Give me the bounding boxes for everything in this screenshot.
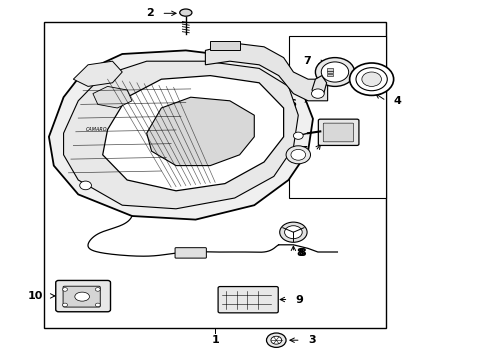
Text: 6: 6 [287,99,295,109]
Text: 10: 10 [28,291,43,301]
Polygon shape [146,97,254,166]
Circle shape [315,58,354,86]
FancyBboxPatch shape [318,119,358,145]
Circle shape [361,72,381,86]
Text: 1: 1 [211,335,219,345]
Polygon shape [93,86,132,108]
Ellipse shape [180,9,192,16]
Text: 8: 8 [296,248,304,258]
FancyBboxPatch shape [323,123,353,142]
Circle shape [62,288,67,291]
FancyBboxPatch shape [175,248,206,258]
Circle shape [285,146,310,164]
Circle shape [311,89,324,98]
Circle shape [279,222,306,242]
Polygon shape [73,61,122,86]
Ellipse shape [75,292,89,301]
Bar [326,68,332,71]
Polygon shape [63,61,298,209]
Circle shape [95,303,100,307]
Circle shape [80,181,91,190]
Text: 2: 2 [146,8,154,18]
Text: 3: 3 [307,335,315,345]
Text: 5: 5 [300,146,307,156]
Circle shape [284,226,302,239]
FancyBboxPatch shape [63,286,100,307]
FancyBboxPatch shape [218,287,278,313]
Circle shape [321,62,348,82]
Bar [288,36,386,198]
Text: 9: 9 [295,294,303,305]
Polygon shape [102,76,283,191]
Polygon shape [49,50,312,220]
Polygon shape [205,43,327,101]
Text: CAMARO: CAMARO [85,127,107,132]
Polygon shape [311,76,326,97]
Bar [44,22,386,328]
Bar [326,74,332,76]
Circle shape [62,303,67,307]
Circle shape [270,336,281,344]
Bar [326,71,332,73]
Circle shape [355,68,386,91]
Text: 4: 4 [393,96,401,106]
Circle shape [290,149,305,160]
FancyBboxPatch shape [56,280,110,312]
Circle shape [95,288,100,291]
Circle shape [293,132,303,139]
Circle shape [349,63,393,95]
Text: 8: 8 [298,248,305,258]
Circle shape [266,333,285,347]
Bar [210,41,239,50]
Text: 7: 7 [303,56,311,66]
